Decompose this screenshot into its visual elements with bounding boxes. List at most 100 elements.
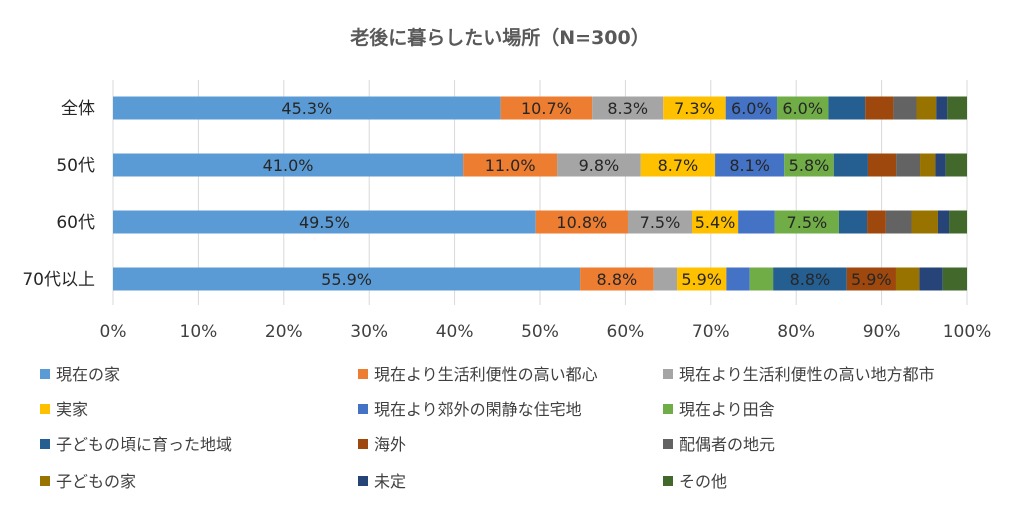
bar-segment (784, 153, 834, 177)
x-tick-label: 40% (436, 322, 474, 342)
bar-segment (895, 267, 920, 291)
legend-swatch (663, 369, 673, 379)
category-label: 70代以上 (22, 270, 95, 290)
bar-segment (945, 153, 967, 177)
bar-segment (947, 96, 967, 120)
bar-segment (463, 153, 558, 177)
value-axis: 0% 10% 20% 30% 40% 50% 60% 70% 80% 90% 100% (100, 322, 992, 342)
data-label: 5.8% (789, 156, 830, 175)
bar-segment (867, 210, 886, 234)
legend-label: 現在の家 (56, 365, 120, 384)
x-tick-label: 10% (180, 322, 218, 342)
bar-segment (777, 96, 829, 120)
category-label: 50代 (56, 156, 95, 176)
bar-segment (580, 267, 654, 291)
bar-segment (828, 96, 866, 120)
bar-segment (677, 267, 727, 291)
data-label: 45.3% (281, 99, 332, 118)
legend-label: 配偶者の地元 (679, 435, 775, 454)
legend-swatch (358, 404, 368, 414)
bar-segment (726, 267, 750, 291)
legend-swatch (663, 476, 673, 486)
legend-label: その他 (679, 472, 727, 491)
data-label: 8.1% (729, 156, 770, 175)
data-label: 8.3% (607, 99, 648, 118)
bar-segment (725, 96, 778, 120)
data-label: 7.5% (787, 213, 828, 232)
x-tick-label: 50% (521, 322, 559, 342)
data-label: 7.5% (640, 213, 681, 232)
data-label: 5.9% (681, 270, 722, 289)
bar-segment (113, 210, 536, 234)
bar-segment (833, 153, 868, 177)
bar-segment (838, 210, 868, 234)
bar-segment (949, 210, 967, 234)
x-tick-label: 0% (100, 322, 127, 342)
legend-label: 実家 (56, 400, 88, 419)
bar-segment (773, 267, 847, 291)
x-tick-label: 90% (863, 322, 901, 342)
legend-swatch (358, 439, 368, 449)
bar-segment (911, 210, 938, 234)
bar-segment (749, 267, 774, 291)
data-label: 7.3% (674, 99, 715, 118)
bar-segment (557, 153, 641, 177)
bar-segment (865, 96, 894, 120)
bar-segment (896, 153, 921, 177)
data-label: 5.4% (695, 213, 736, 232)
bar-segment (885, 210, 912, 234)
bar-segment (653, 267, 678, 291)
bar-segment (774, 210, 839, 234)
bar-segment (942, 267, 967, 291)
x-tick-label: 30% (350, 322, 388, 342)
bars (113, 96, 967, 291)
data-label: 8.8% (597, 270, 638, 289)
category-label: 全体 (61, 99, 95, 119)
x-tick-label: 60% (607, 322, 645, 342)
legend-swatch (40, 369, 50, 379)
data-label: 5.9% (851, 270, 892, 289)
legend-swatch (40, 404, 50, 414)
legend-swatch (663, 404, 673, 414)
bar-segment (113, 96, 501, 120)
legend-label: 現在より郊外の閑静な住宅地 (374, 400, 582, 419)
bar-segment (692, 210, 739, 234)
legend-label: 現在より田舎 (679, 400, 775, 419)
bar-segment (500, 96, 593, 120)
bar-segment (919, 267, 943, 291)
data-label: 8.8% (790, 270, 831, 289)
legend-swatch (358, 369, 368, 379)
bar-segment (663, 96, 726, 120)
chart-title: 老後に暮らしたい場所（N=300） (350, 26, 649, 49)
bar-segment (640, 153, 716, 177)
legend-swatch (358, 476, 368, 486)
legend-swatch (40, 439, 50, 449)
bar-segment (846, 267, 896, 291)
legend-label: 未定 (374, 472, 406, 491)
data-label: 55.9% (321, 270, 372, 289)
data-label: 11.0% (485, 156, 536, 175)
legend-label: 海外 (374, 435, 406, 454)
x-tick-label: 100% (943, 322, 992, 342)
bar-segment (935, 153, 946, 177)
data-label: 10.8% (556, 213, 607, 232)
data-label: 10.7% (521, 99, 572, 118)
legend-swatch (663, 439, 673, 449)
data-label: 41.0% (263, 156, 314, 175)
bar-segment (916, 96, 937, 120)
bar-segment (893, 96, 917, 120)
x-tick-label: 70% (692, 322, 730, 342)
category-axis: 全体 50代 60代 70代以上 (22, 99, 95, 290)
legend-label: 子どもの家 (56, 472, 136, 491)
category-label: 60代 (56, 213, 95, 233)
legend-swatch (40, 476, 50, 486)
bar-segment (535, 210, 628, 234)
bar-segment (715, 153, 785, 177)
bar-segment (738, 210, 775, 234)
bar-segment (920, 153, 936, 177)
bar-segment (937, 210, 950, 234)
x-tick-label: 80% (777, 322, 815, 342)
bar-segment (592, 96, 664, 120)
